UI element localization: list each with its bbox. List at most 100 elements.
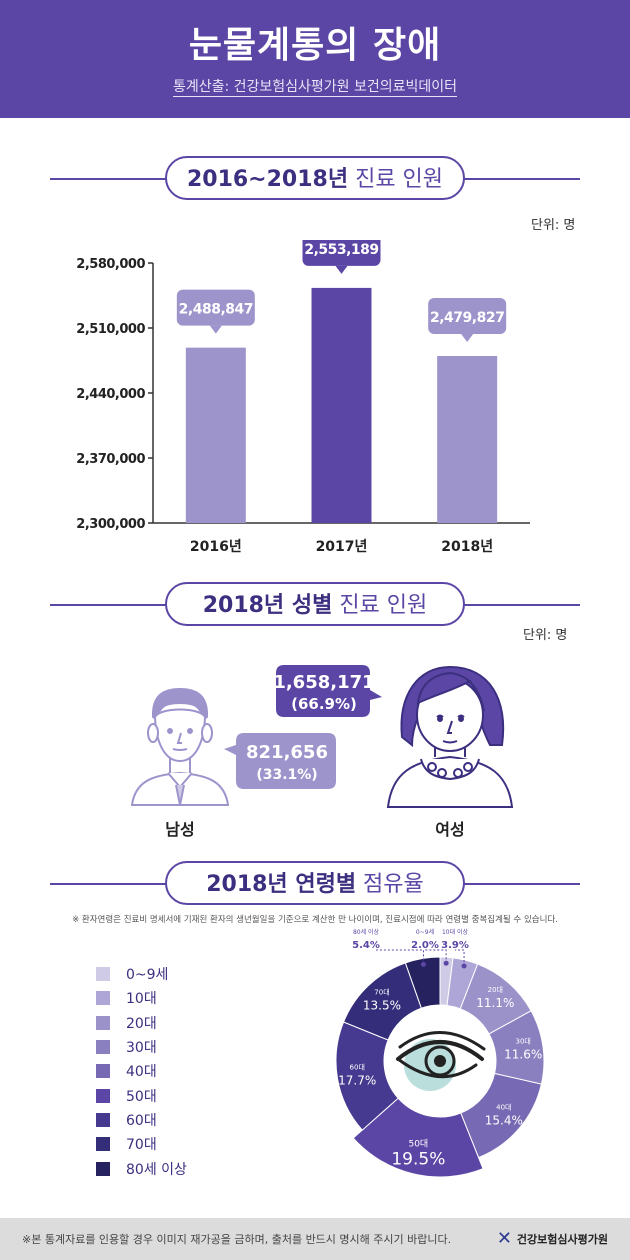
male-bubble <box>224 733 336 789</box>
y-tick-label: 2,370,000 <box>76 452 145 467</box>
slice-percent-label: 15.4% <box>485 1114 523 1128</box>
female-bubble <box>276 665 382 717</box>
slice-name-label: 20대 <box>488 986 503 994</box>
bar-callout <box>176 289 255 334</box>
y-tick-label: 2,510,000 <box>76 322 145 337</box>
slice-name-label: 70대 <box>374 988 389 996</box>
y-tick-label: 2,580,000 <box>76 257 145 272</box>
x-tick-label: 2018년 <box>441 539 493 555</box>
section1-unit: 단위: 명 <box>531 218 576 233</box>
legend-swatch <box>96 1064 110 1079</box>
slice-leader-line <box>455 949 465 966</box>
hira-logo-text: 건강보험심사평가원 <box>516 1232 608 1246</box>
slice-leader-dot <box>443 960 449 966</box>
slice-percent-label: 5.4% <box>352 940 380 951</box>
footer-notice: ※본 통계자료를 인용할 경우 이미지 재가공을 금하며, 출처를 반드시 명시… <box>22 1233 452 1246</box>
slice-percent-label: 17.7% <box>338 1073 376 1087</box>
eye-lower-lid <box>396 1057 478 1079</box>
eye-pupil <box>434 1055 446 1067</box>
section3-title-light: 점유율 <box>356 872 424 897</box>
female-label: 여성 <box>435 820 464 839</box>
bar-callout-box <box>428 298 507 335</box>
bar-callout-pointer <box>461 334 474 343</box>
legend-swatch <box>96 991 110 1006</box>
eye-icon <box>396 1031 486 1091</box>
female-value-label: 1,658,171 <box>273 672 374 693</box>
male-value-label: 821,656 <box>246 742 328 763</box>
donut-slice <box>352 1097 484 1178</box>
slice-percent-label: 13.5% <box>363 998 401 1012</box>
legend-label: 10대 <box>126 991 157 1008</box>
slice-percent-label: 2.0% <box>411 940 439 951</box>
age-legend: 0~9세 10대 20대 30대 40대 50대 60대 70대 80세 이상 <box>96 962 187 1181</box>
male-label: 남성 <box>165 820 194 839</box>
legend-item: 20대 <box>96 1011 187 1035</box>
bar-callout <box>302 240 381 274</box>
legend-swatch <box>96 1137 110 1152</box>
bar <box>185 347 246 523</box>
legend-item: 0~9세 <box>96 962 187 986</box>
eye-tear-blob <box>404 1039 456 1091</box>
bar-value-label: 2,553,189 <box>304 242 378 258</box>
section1-title-light: 진료 인원 <box>348 167 444 192</box>
header-banner: 눈물계통의 장애 통계산출: 건강보험심사평가원 보건의료빅데이터 <box>0 0 630 118</box>
section1-title: 2016~2018년 진료 인원 <box>165 156 465 200</box>
source-text: 통계산출: 건강보험심사평가원 보건의료빅데이터 <box>172 79 458 97</box>
legend-item: 10대 <box>96 986 187 1010</box>
legend-swatch <box>96 1161 110 1176</box>
page-title: 눈물계통의 장애 <box>188 25 442 66</box>
section2-rule-right <box>460 604 580 606</box>
section2-rule-left <box>50 604 170 606</box>
slice-name-label: 10대 이상 <box>442 928 469 936</box>
slice-name-label: 30대 <box>516 1037 531 1045</box>
section3-title-bold: 2018년 연령별 <box>206 872 357 897</box>
legend-swatch <box>96 1015 110 1030</box>
bar-callout-box <box>176 289 255 326</box>
slice-percent-label: 19.5% <box>391 1149 445 1169</box>
legend-label: 50대 <box>126 1088 157 1105</box>
section3-rule-left <box>50 883 170 885</box>
bar <box>437 356 498 523</box>
x-tick-label: 2016년 <box>190 539 242 555</box>
slice-percent-label: 11.6% <box>504 1047 542 1061</box>
donut-chart: 0~9세 2.0%10대 이상 3.9% 20대 11.1% 30대 11.6% 40대 15.… <box>335 928 545 1178</box>
hira-logo: ✕ 건강보험심사평가원 <box>497 1228 608 1249</box>
section1-rule-right <box>460 178 580 180</box>
legend-item: 60대 <box>96 1108 187 1132</box>
section3-rule-right <box>460 883 580 885</box>
legend-item: 50대 <box>96 1083 187 1107</box>
legend-label: 70대 <box>126 1137 157 1154</box>
legend-label: 40대 <box>126 1064 157 1081</box>
bar-value-label: 2,479,827 <box>430 310 504 326</box>
footer: ※본 통계자료를 인용할 경우 이미지 재가공을 금하며, 출처를 반드시 명시… <box>0 1218 630 1260</box>
slice-leader-line <box>425 949 447 964</box>
legend-label: 80세 이상 <box>126 1161 187 1178</box>
legend-swatch <box>96 1088 110 1103</box>
section2-title-bold: 2018년 성별 <box>202 593 333 618</box>
x-tick-label: 2017년 <box>316 539 368 555</box>
male-figure-icon <box>130 687 230 806</box>
slice-leader-dot <box>461 963 467 969</box>
legend-item: 40대 <box>96 1059 187 1083</box>
legend-label: 20대 <box>126 1015 157 1032</box>
section2-title-light: 진료 인원 <box>332 593 428 618</box>
source-line: 통계산출: 건강보험심사평가원 보건의료빅데이터 <box>0 76 630 97</box>
legend-label: 0~9세 <box>126 967 169 984</box>
y-tick-label: 2,300,000 <box>76 517 145 532</box>
section2-title: 2018년 성별 진료 인원 <box>165 582 465 626</box>
bar-callout-pointer <box>209 325 222 334</box>
gender-figures: 1,658,171 (66.9%) 821,656 (33.1%) 남성 여성 <box>130 665 514 839</box>
slice-percent-label: 3.9% <box>441 940 469 951</box>
legend-item: 70대 <box>96 1132 187 1156</box>
bar <box>311 287 372 523</box>
legend-item: 80세 이상 <box>96 1156 187 1180</box>
legend-label: 30대 <box>126 1040 157 1057</box>
eye-upper-lid <box>396 1040 484 1061</box>
eye-iris <box>424 1045 456 1077</box>
legend-swatch <box>96 1112 110 1127</box>
male-percent-label: (33.1%) <box>256 767 317 783</box>
slice-name-label: 40대 <box>496 1104 511 1112</box>
slice-leader-line <box>376 949 424 965</box>
donut-slice <box>404 956 441 1009</box>
eye-brow <box>398 1031 486 1051</box>
